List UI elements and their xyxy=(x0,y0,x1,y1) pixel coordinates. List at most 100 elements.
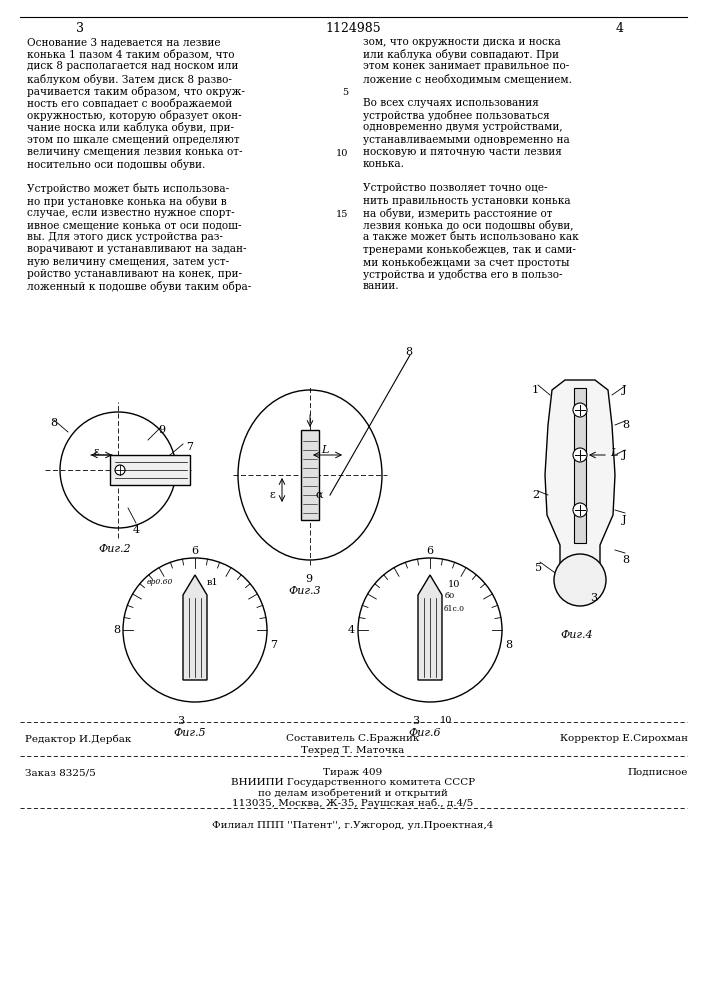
Circle shape xyxy=(115,465,125,475)
Text: каблуком обуви. Затем диск 8 разво-: каблуком обуви. Затем диск 8 разво- xyxy=(27,74,232,85)
Polygon shape xyxy=(545,380,615,570)
Text: Фиг.5: Фиг.5 xyxy=(173,728,206,738)
Circle shape xyxy=(573,448,587,462)
Text: J: J xyxy=(622,450,626,460)
Text: 6: 6 xyxy=(426,546,433,556)
Text: Подписное: Подписное xyxy=(628,768,688,777)
Text: 1: 1 xyxy=(532,385,539,395)
Text: Фиг.2: Фиг.2 xyxy=(98,544,131,554)
Text: 5: 5 xyxy=(342,88,348,97)
Text: 8: 8 xyxy=(622,420,629,430)
Text: 7: 7 xyxy=(270,640,277,650)
Text: одновременно двумя устройствами,: одновременно двумя устройствами, xyxy=(363,122,563,132)
Text: в1: в1 xyxy=(207,578,218,587)
Text: а также может быть использовано как: а также может быть использовано как xyxy=(363,232,579,242)
Text: или каблука обуви совпадают. При: или каблука обуви совпадают. При xyxy=(363,49,559,60)
Text: носковую и пяточную части лезвия: носковую и пяточную части лезвия xyxy=(363,147,562,157)
Text: зом, что окружности диска и носка: зом, что окружности диска и носка xyxy=(363,37,561,47)
Text: конька 1 пазом 4 таким образом, что: конька 1 пазом 4 таким образом, что xyxy=(27,49,235,60)
Text: Фиг.3: Фиг.3 xyxy=(288,586,321,596)
Text: вании.: вании. xyxy=(363,281,399,291)
Bar xyxy=(110,455,190,485)
Polygon shape xyxy=(183,575,207,680)
Circle shape xyxy=(573,503,587,517)
Text: Во всех случаях использования: Во всех случаях использования xyxy=(363,98,539,108)
Text: ворачивают и устанавливают на задан-: ворачивают и устанавливают на задан- xyxy=(27,244,247,254)
Text: 10: 10 xyxy=(336,149,348,158)
Text: 8: 8 xyxy=(113,625,120,635)
Text: 8: 8 xyxy=(405,347,412,357)
Text: ройство устанавливают на конек, при-: ройство устанавливают на конек, при- xyxy=(27,269,242,279)
Text: 4: 4 xyxy=(616,22,624,35)
Text: ВНИИПИ Государственного комитета СССР: ВНИИПИ Государственного комитета СССР xyxy=(231,778,475,787)
Text: Фиг.6: Фиг.6 xyxy=(408,728,440,738)
Text: б0: б0 xyxy=(445,592,455,600)
Text: Тираж 409: Тираж 409 xyxy=(323,768,382,777)
Text: 3: 3 xyxy=(590,593,597,603)
Text: рачивается таким образом, что окруж-: рачивается таким образом, что окруж- xyxy=(27,86,245,97)
Text: 113035, Москва, Ж-35, Раушская наб., д.4/5: 113035, Москва, Ж-35, Раушская наб., д.4… xyxy=(233,798,474,808)
Text: окружностью, которую образует окон-: окружностью, которую образует окон- xyxy=(27,110,242,121)
Text: 10: 10 xyxy=(448,580,460,589)
Text: лезвия конька до оси подошвы обуви,: лезвия конька до оси подошвы обуви, xyxy=(363,220,573,231)
Text: 10: 10 xyxy=(440,716,452,725)
Text: носительно оси подошвы обуви.: носительно оси подошвы обуви. xyxy=(27,159,205,170)
Text: Основание 3 надевается на лезвие: Основание 3 надевается на лезвие xyxy=(27,37,221,47)
Text: 15: 15 xyxy=(336,210,348,219)
Text: Заказ 8325/5: Заказ 8325/5 xyxy=(25,768,95,777)
Text: 6: 6 xyxy=(191,546,198,556)
Bar xyxy=(574,387,586,542)
Text: 4: 4 xyxy=(133,525,140,535)
Text: 5: 5 xyxy=(535,563,542,573)
Text: устройства удобнее пользоваться: устройства удобнее пользоваться xyxy=(363,110,550,121)
Text: по делам изобретений и открытий: по делам изобретений и открытий xyxy=(258,788,448,798)
Text: Техред Т. Маточка: Техред Т. Маточка xyxy=(301,746,404,755)
Bar xyxy=(301,430,319,520)
Text: устройства и удобства его в пользо-: устройства и удобства его в пользо- xyxy=(363,269,563,280)
Text: Составитель С.Бражник: Составитель С.Бражник xyxy=(286,734,420,743)
Circle shape xyxy=(554,554,606,606)
Circle shape xyxy=(573,403,587,417)
Text: этом по шкале смещений определяют: этом по шкале смещений определяют xyxy=(27,135,240,145)
Text: 8: 8 xyxy=(622,555,629,565)
Text: вр0.60: вр0.60 xyxy=(147,578,173,586)
Text: Устройство позволяет точно оце-: Устройство позволяет точно оце- xyxy=(363,183,547,193)
Text: конька.: конька. xyxy=(363,159,405,169)
Text: 1124985: 1124985 xyxy=(325,22,381,35)
Text: 9: 9 xyxy=(305,574,312,584)
Text: ивное смещение конька от оси подош-: ивное смещение конька от оси подош- xyxy=(27,220,242,230)
Text: Устройство может быть использова-: Устройство может быть использова- xyxy=(27,183,229,194)
Text: 8: 8 xyxy=(50,418,57,428)
Text: ε: ε xyxy=(269,490,275,500)
Text: ложение с необходимым смещением.: ложение с необходимым смещением. xyxy=(363,74,572,84)
Text: ную величину смещения, затем уст-: ную величину смещения, затем уст- xyxy=(27,257,229,267)
Text: диск 8 располагается над носком или: диск 8 располагается над носком или xyxy=(27,61,238,71)
Text: но при установке конька на обуви в: но при установке конька на обуви в xyxy=(27,196,227,207)
Text: J: J xyxy=(622,385,626,395)
Text: ность его совпадает с воображаемой: ность его совпадает с воображаемой xyxy=(27,98,233,109)
Text: б1с.0: б1с.0 xyxy=(444,605,465,613)
Text: Корректор Е.Сирохман: Корректор Е.Сирохман xyxy=(560,734,688,743)
Text: нить правильность установки конька: нить правильность установки конька xyxy=(363,196,571,206)
Text: чание носка или каблука обуви, при-: чание носка или каблука обуви, при- xyxy=(27,122,234,133)
Text: 4: 4 xyxy=(348,625,355,635)
Text: тренерами конькобежцев, так и сами-: тренерами конькобежцев, так и сами- xyxy=(363,244,576,255)
Text: 7: 7 xyxy=(186,442,193,452)
Text: 9: 9 xyxy=(158,425,165,435)
Text: Фиг.4: Фиг.4 xyxy=(560,630,592,640)
Text: вы. Для этого диск устройства раз-: вы. Для этого диск устройства раз- xyxy=(27,232,223,242)
Text: ми конькобежцами за счет простоты: ми конькобежцами за счет простоты xyxy=(363,257,570,268)
Text: 8: 8 xyxy=(505,640,512,650)
Text: α: α xyxy=(315,490,322,500)
Text: случае, если известно нужное спорт-: случае, если известно нужное спорт- xyxy=(27,208,235,218)
Text: этом конек занимает правильное по-: этом конек занимает правильное по- xyxy=(363,61,569,71)
Text: J: J xyxy=(622,515,626,525)
Text: 3: 3 xyxy=(412,716,419,726)
Text: на обуви, измерить расстояние от: на обуви, измерить расстояние от xyxy=(363,208,552,219)
Text: величину смещения лезвия конька от-: величину смещения лезвия конька от- xyxy=(27,147,243,157)
Text: устанавливаемыми одновременно на: устанавливаемыми одновременно на xyxy=(363,135,570,145)
Text: 3: 3 xyxy=(177,716,184,726)
Text: ложенный к подошве обуви таким обра-: ложенный к подошве обуви таким обра- xyxy=(27,281,251,292)
Polygon shape xyxy=(418,575,442,680)
Text: Филиал ППП ''Патент'', г.Ужгород, ул.Проектная,4: Филиал ППП ''Патент'', г.Ужгород, ул.Про… xyxy=(212,821,493,830)
